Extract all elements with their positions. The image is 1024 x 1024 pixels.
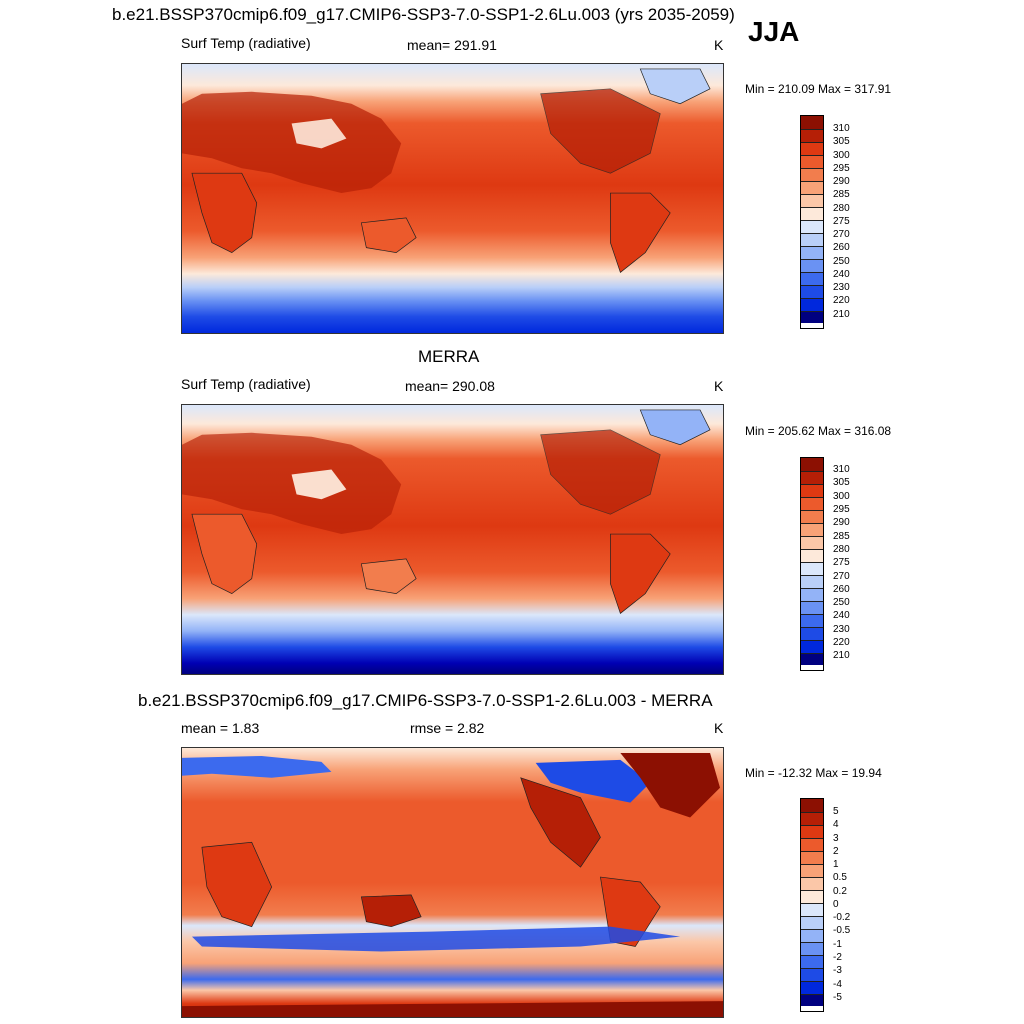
panel3-tick: 2	[833, 846, 839, 857]
panel3-tick: 3	[833, 833, 839, 844]
panel1-tick: 280	[833, 203, 850, 214]
panel2-tick: 305	[833, 477, 850, 488]
panel2-tick: 275	[833, 557, 850, 568]
panel2-tick: 300	[833, 491, 850, 502]
panel1-tick: 250	[833, 256, 850, 267]
panel1-tick: 210	[833, 309, 850, 320]
panel1-tick: 220	[833, 295, 850, 306]
panel3-minmax: Min = -12.32 Max = 19.94	[745, 766, 882, 780]
panel3-tick: -4	[833, 979, 842, 990]
panel2-map	[181, 404, 724, 675]
panel2-tick: 260	[833, 584, 850, 595]
panel3-map-svg	[182, 748, 723, 1017]
panel2-tick: 285	[833, 531, 850, 542]
panel2-tick: 310	[833, 464, 850, 475]
panel3-units-label: K	[714, 720, 724, 736]
panel1-title: b.e21.BSSP370cmip6.f09_g17.CMIP6-SSP3-7.…	[112, 5, 735, 24]
panel3-tick: -3	[833, 965, 842, 976]
panel1-tick: 285	[833, 189, 850, 200]
panel2-title: MERRA	[418, 347, 480, 366]
panel3-map	[181, 747, 724, 1018]
panel3-tick: 0.2	[833, 886, 847, 897]
panel3-tick: -0.2	[833, 912, 851, 923]
panel1-map-svg	[182, 64, 723, 333]
season-label: JJA	[748, 16, 800, 47]
panel3-tick: -0.5	[833, 925, 851, 936]
panel2-tick: 295	[833, 504, 850, 515]
panel1-tick: 270	[833, 229, 850, 240]
panel2-tick: 290	[833, 517, 850, 528]
panel3-tick: -5	[833, 992, 842, 1003]
panel2-variable-label: Surf Temp (radiative)	[181, 376, 311, 392]
panel2-tick: 220	[833, 637, 850, 648]
panel2-mean-label: mean= 290.08	[405, 378, 495, 394]
panel2-tick: 240	[833, 610, 850, 621]
panel1-colorbar	[800, 115, 824, 329]
panel1-tick: 305	[833, 136, 850, 147]
panel1-tick: 290	[833, 176, 850, 187]
panel2-minmax: Min = 205.62 Max = 316.08	[745, 424, 892, 438]
panel3-tick: 0	[833, 899, 839, 910]
panel3-tick: 5	[833, 806, 839, 817]
panel3-colorbar	[800, 798, 824, 1012]
panel3-tick: 0.5	[833, 872, 847, 883]
panel3-tick: -2	[833, 952, 842, 963]
panel3-tick: 4	[833, 819, 839, 830]
panel1-tick: 240	[833, 269, 850, 280]
panel3-tick: -1	[833, 939, 842, 950]
panel2-tick: 280	[833, 544, 850, 555]
panel2-map-svg	[182, 405, 723, 674]
panel1-minmax: Min = 210.09 Max = 317.91	[745, 82, 892, 96]
panel1-tick: 260	[833, 242, 850, 253]
panel2-tick: 210	[833, 650, 850, 661]
panel2-tick: 230	[833, 624, 850, 635]
panel1-tick: 295	[833, 163, 850, 174]
panel1-tick: 300	[833, 150, 850, 161]
panel1-units-label: K	[714, 37, 724, 53]
panel2-tick: 270	[833, 571, 850, 582]
panel1-map	[181, 63, 724, 334]
panel1-tick: 310	[833, 123, 850, 134]
panel3-tick: 1	[833, 859, 839, 870]
panel2-tick: 250	[833, 597, 850, 608]
panel1-mean-label: mean= 291.91	[407, 37, 497, 53]
panel3-mean-label: mean = 1.83	[181, 720, 260, 736]
panel1-tick: 230	[833, 282, 850, 293]
panel3-title: b.e21.BSSP370cmip6.f09_g17.CMIP6-SSP3-7.…	[138, 691, 713, 710]
panel3-rmse-label: rmse = 2.82	[410, 720, 485, 736]
panel1-variable-label: Surf Temp (radiative)	[181, 35, 311, 51]
panel2-units-label: K	[714, 378, 724, 394]
panel1-tick: 275	[833, 216, 850, 227]
panel2-colorbar	[800, 457, 824, 671]
